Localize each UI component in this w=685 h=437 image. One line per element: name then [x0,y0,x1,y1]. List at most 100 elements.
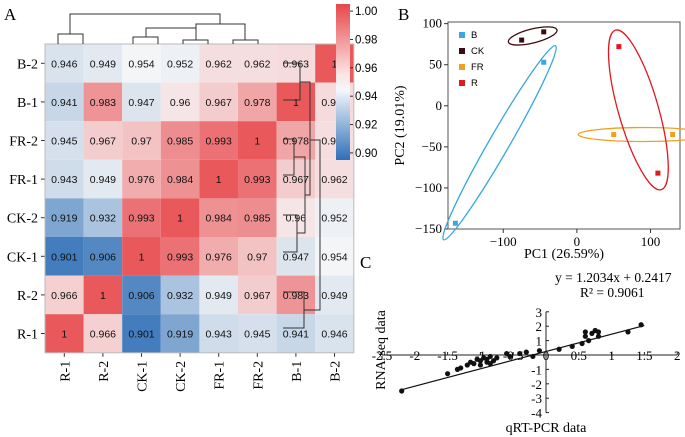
pca-point-r [616,44,622,50]
legend-label-ck: CK [471,46,485,57]
heatmap-cell [83,82,123,122]
heatmap-cell-label: 0.96 [286,213,307,225]
heatmap-cell-label: 0.941 [51,97,77,109]
heatmap-cell-label: 0.954 [321,251,347,263]
heatmap-cell-label: 1 [254,136,260,148]
heatmap-cell [45,237,84,276]
r-squared: R² = 0.9061 [580,285,645,300]
heatmap-cell [122,159,161,199]
heatmap-cell [238,121,277,160]
heatmap-cell-label: 1 [100,290,106,302]
heatmap-cell-label: 1 [332,58,338,70]
heatmap-cell [238,44,277,83]
heatmap-cell [276,82,316,122]
qpcr-point [445,371,451,377]
qpcr-point [625,329,631,335]
qpcr-point [487,353,493,360]
heatmap-cell-label: 0.962 [206,58,232,70]
heatmap-cell [199,275,238,315]
heatmap-cell [315,237,354,276]
panel-label-c: C [360,253,371,272]
heatmap-cell [83,275,123,315]
qpcr-point [477,362,483,368]
heatmap-cell [315,314,354,353]
heatmap-cell [199,44,238,83]
qpcr-point [579,340,585,347]
heatmap-cell-label: 0.967 [283,174,309,186]
pca-ellipse-fr [577,126,685,143]
heatmap-cell [160,82,200,122]
heatmap-cell [160,159,200,199]
heatmap-cell-label: 0.943 [51,174,77,186]
legend-label-r: R [471,78,478,89]
qpcr-x-tick-label: 2 [674,348,681,363]
qpcr-x-tick-label: 1.5 [636,348,652,363]
heatmap-cell [83,237,123,276]
qpcr-point [471,361,477,367]
heatmap-cell-label: 0.947 [283,251,309,263]
qpcr-y-tick-label: -1 [531,362,542,377]
heatmap-cell-label: 1 [216,174,222,186]
heatmap-col-label: R-1 [58,361,73,382]
heatmap-cell-label: 0.993 [128,213,154,225]
heatmap-col-label: CK-2 [174,361,189,392]
colorbar-tick-label: 0.96 [355,63,377,75]
heatmap-col-label: R-2 [97,361,112,382]
pca-y-tick-label: 100 [423,16,443,31]
heatmap-cell-label: 0.941 [283,329,309,341]
heatmap-cell-label: 0.984 [206,213,232,225]
heatmap-cell-label: 0.919 [51,213,77,225]
heatmap-cell-label: 0.993 [206,136,232,148]
pca-ellipse-b [442,44,557,241]
heatmap-cell-label: 0.983 [90,97,116,109]
qpcr-point [517,350,523,357]
qpcr-point [523,349,529,355]
qpcr-point [569,343,575,349]
heatmap-cell-label: 0.949 [321,290,347,302]
heatmap-cell-label: 1 [61,329,67,341]
heatmap-cell-label: 0.952 [321,213,347,225]
heatmap-cell [276,121,316,160]
qpcr-point [582,329,588,335]
pca-point-b [452,220,458,226]
heatmap-cell [315,159,354,199]
pca-y-tick-label: 50 [429,57,442,72]
qpcr-y-tick-label: 1 [536,334,543,349]
qpcr-point [458,365,464,371]
legend-swatch-r [459,80,465,86]
heatmap-cell [238,237,277,276]
pca-frame [447,21,681,230]
qpcr-point [586,338,592,344]
pca-x-axis-label: PC1 (26.59%) [524,247,604,262]
heatmap-row-label: B-2 [17,57,38,72]
heatmap-cell [122,198,161,237]
heatmap-cell [238,314,277,353]
heatmap-cell-label: 0.983 [283,290,309,302]
heatmap-cell-label: 0.966 [90,329,116,341]
heatmap-cell [238,275,277,315]
heatmap-cell [276,198,316,237]
heatmap-cell-label: 0.976 [206,251,232,263]
heatmap-cell-label: 0.946 [51,58,77,70]
heatmap-cell-label: 1 [177,213,183,225]
pca-y-tick-label: 0 [436,98,443,113]
colorbar-tick-label: 0.90 [355,148,377,160]
pca-ellipse-ck [507,26,558,46]
heatmap-cell [45,44,84,83]
heatmap-cell [276,314,316,353]
heatmap-cell [276,275,316,315]
heatmap-col-label: CK-1 [136,361,151,392]
heatmap-cell-label: 0.978 [283,136,309,148]
qpcr-x-tick-label: -2.5 [372,348,393,363]
heatmap-row-label: R-1 [17,328,38,343]
heatmap-col-label: FR-2 [251,361,266,390]
colorbar: 1.00 0.98 0.96 0.94 0.92 0.90 [336,4,378,160]
heatmap-cell [160,44,200,83]
top-dendrogram [57,13,259,44]
heatmap-row-label: R-2 [17,289,38,304]
heatmap-cell [199,237,238,276]
pca-point-b [541,59,547,65]
heatmap-col-label: B-1 [290,361,305,382]
heatmap-cell-label: 0.906 [128,290,154,302]
qpcr-point [507,353,513,360]
